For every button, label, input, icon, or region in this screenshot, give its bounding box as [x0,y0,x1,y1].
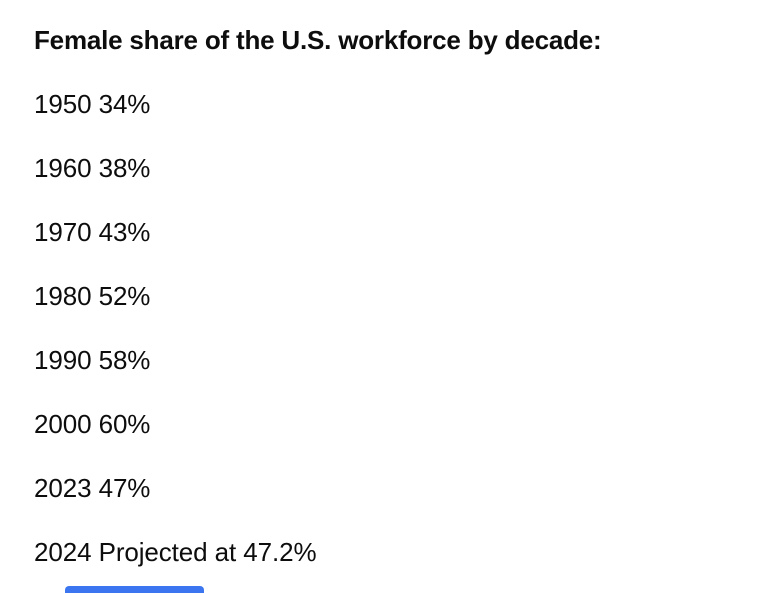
stat-value: 58% [98,345,151,375]
partial-blue-bar[interactable] [65,586,204,593]
stat-value: 43% [98,217,151,247]
stat-year: 1960 [34,153,92,183]
stat-row-1980: 1980 52% [34,280,748,312]
stat-value: Projected at 47.2% [98,537,317,567]
stat-row-1990: 1990 58% [34,344,748,376]
stat-value: 52% [98,281,151,311]
stat-row-2000: 2000 60% [34,408,748,440]
stat-row-1950: 1950 34% [34,88,748,120]
list-title: Female share of the U.S. workforce by de… [34,25,602,55]
stat-year: 2000 [34,409,92,439]
stat-value: 38% [98,153,151,183]
stat-year: 2024 [34,537,92,567]
stat-year: 1990 [34,345,92,375]
stat-value: 60% [98,409,151,439]
stat-year: 1970 [34,217,92,247]
stat-row-1960: 1960 38% [34,152,748,184]
stat-value: 34% [98,89,151,119]
stat-year: 2023 [34,473,92,503]
stat-row-2024: 2024 Projected at 47.2% [34,536,748,568]
stat-year: 1980 [34,281,92,311]
stat-value: 47% [98,473,151,503]
stat-year: 1950 [34,89,92,119]
response-text-block: Female share of the U.S. workforce by de… [34,25,748,568]
stat-row-1970: 1970 43% [34,216,748,248]
stat-row-2023: 2023 47% [34,472,748,504]
